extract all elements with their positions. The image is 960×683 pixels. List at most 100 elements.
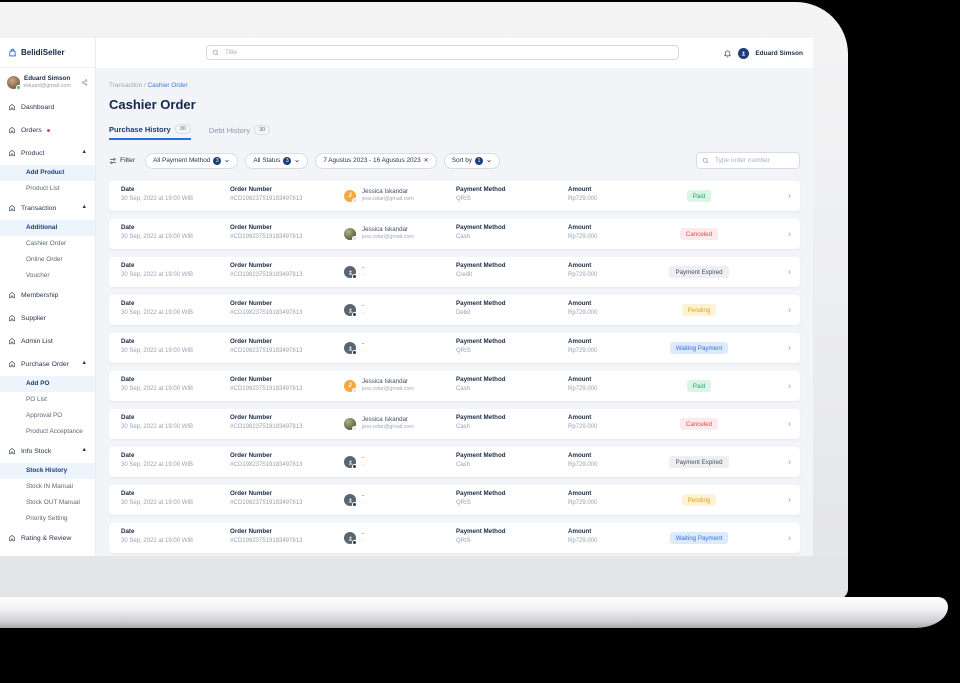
sort-by-chip[interactable]: Sort by 1 (443, 152, 500, 169)
amount-value: Rp729.000 (568, 538, 598, 545)
amount-label: Amount (568, 452, 592, 459)
sidebar-subitem[interactable]: Cashier Order (0, 236, 95, 252)
breadcrumb-parent[interactable]: Transaction (109, 82, 143, 89)
order-row[interactable]: Date 30 Sep, 2022 at 19:00 WIB Order Num… (109, 257, 800, 287)
chevron-right-icon[interactable]: › (788, 456, 791, 467)
order-row[interactable]: Date 30 Sep, 2022 at 19:00 WIB Order Num… (109, 333, 800, 363)
sidebar-subitem[interactable]: Add PO (0, 375, 95, 392)
sidebar-item[interactable]: Membership ▲ (0, 284, 95, 307)
status-badge: Waiting Payment (669, 342, 729, 354)
chevron-right-icon[interactable]: › (788, 342, 791, 353)
customer-name: Jessica Iskandar (362, 226, 409, 234)
sidebar-item[interactable]: Rating & Review ▲ (0, 527, 95, 550)
sidebar-subitem[interactable]: Voucher (0, 268, 95, 284)
sidebar-profile[interactable]: Eduard Simson eduard@gmail.com (0, 68, 95, 96)
order-row[interactable]: Date 30 Sep, 2022 at 19:00 WIB Order Num… (109, 219, 800, 249)
sidebar-item[interactable]: Product ▲ (0, 142, 95, 165)
brand-logo[interactable]: BelidiSeller (0, 38, 95, 68)
chevron-right-icon[interactable]: › (788, 418, 791, 429)
order-number-search-input[interactable] (713, 156, 794, 165)
page-content: Transaction / Cashier Order Cashier Orde… (96, 68, 813, 556)
chevron-right-icon[interactable]: › (788, 228, 791, 239)
sidebar-subitem[interactable]: Approval PO (0, 408, 95, 424)
order-row[interactable]: Date 30 Sep, 2022 at 19:00 WIB Order Num… (109, 409, 800, 439)
filter-sliders-icon (109, 157, 117, 165)
order-row[interactable]: Date 30 Sep, 2022 at 19:00 WIB Order Num… (109, 295, 800, 325)
person-icon (348, 270, 352, 275)
chevron-down-icon (486, 158, 492, 164)
customer-email: - (362, 500, 364, 507)
sidebar-subitem[interactable]: Online Order (0, 252, 95, 268)
sidebar-item[interactable]: Purchase Order ▲ (0, 353, 95, 376)
order-row[interactable]: Date 30 Sep, 2022 at 19:00 WIB Order Num… (109, 447, 800, 477)
filter-button[interactable]: Filter (109, 157, 135, 165)
payment-method-label: Payment Method (456, 224, 506, 231)
order-row[interactable]: Date 30 Sep, 2022 at 19:00 WIB Order Num… (109, 181, 800, 211)
topbar: Eduard Simson (96, 38, 813, 69)
status-badge: Payment Expired (669, 266, 729, 278)
order-row[interactable]: Date 30 Sep, 2022 at 19:00 WIB Order Num… (109, 523, 800, 553)
sidebar-subitem[interactable]: Stock History (0, 462, 95, 479)
chevron-right-icon[interactable]: › (788, 266, 791, 277)
shopping-bag-icon (8, 48, 17, 57)
sidebar-subitem[interactable]: Stock IN Manual (0, 479, 95, 495)
customer-email: jess.ndar@gmail.com (362, 424, 414, 431)
amount-label: Amount (568, 376, 592, 383)
person-icon (348, 460, 352, 465)
global-search[interactable] (206, 45, 679, 60)
date-label: Date (121, 186, 135, 193)
chevron-up-icon: ▲ (81, 204, 87, 211)
sidebar-item-label: Purchase Order (21, 360, 69, 368)
bell-icon[interactable] (723, 49, 732, 58)
date-range-filter-chip[interactable]: 7 Agustus 2023 - 16 Agustus 2023 ✕ (315, 152, 437, 169)
sidebar-subitem-label: Stock OUT Manual (26, 498, 80, 506)
sidebar-subitem[interactable]: Stock OUT Manual (0, 495, 95, 511)
chevron-right-icon[interactable]: › (788, 304, 791, 315)
customer-avatar: J (344, 190, 357, 203)
sidebar-item-label: Info Stock (21, 447, 52, 455)
customer-name: - (362, 340, 365, 348)
sidebar-subitem[interactable]: Priority Setting (0, 511, 95, 527)
sidebar-item[interactable]: Orders ▲ (0, 119, 95, 142)
breadcrumb: Transaction / Cashier Order (109, 82, 800, 89)
status-badge: Waiting Payment (669, 532, 729, 544)
sidebar-item[interactable]: Transaction ▲ (0, 197, 95, 220)
chip-count-badge: 1 (474, 156, 483, 165)
status-badge: Pending (681, 494, 717, 506)
date-value: 30 Sep, 2022 at 19:00 WIB (121, 500, 194, 507)
tab-purchase-history[interactable]: Purchase History 30 (109, 124, 191, 140)
tab-label: Debt History (208, 125, 251, 135)
order-number-label: Order Number (230, 338, 272, 345)
payment-method-filter-chip[interactable]: All Payment Method 3 (145, 152, 239, 169)
chevron-right-icon[interactable]: › (788, 532, 791, 543)
share-icon[interactable] (81, 79, 88, 86)
order-row[interactable]: Date 30 Sep, 2022 at 19:00 WIB Order Num… (109, 371, 800, 401)
sidebar-item[interactable]: Supplier ▲ (0, 307, 95, 330)
sidebar-subitem[interactable]: Product Acceptance (0, 424, 95, 440)
order-number-search[interactable] (696, 152, 800, 169)
payment-method-label: Payment Method (456, 490, 506, 497)
topbar-user-name[interactable]: Eduard Simson (755, 49, 803, 57)
customer-email: - (362, 272, 364, 279)
tab-debt-history[interactable]: Debt History 30 (208, 124, 271, 140)
order-row[interactable]: Date 30 Sep, 2022 at 19:00 WIB Order Num… (109, 485, 800, 515)
sidebar-subitem[interactable]: Product List (0, 181, 95, 197)
order-number-value: #CO198237519183497813 (230, 462, 303, 469)
sidebar-item[interactable]: Dashboard ▲ (0, 96, 95, 119)
breadcrumb-current: Cashier Order (147, 82, 188, 89)
date-value: 30 Sep, 2022 at 19:00 WIB (121, 196, 194, 203)
sidebar-subitem[interactable]: Add Product (0, 164, 95, 181)
chevron-right-icon[interactable]: › (788, 380, 791, 391)
user-avatar-icon[interactable] (738, 47, 750, 59)
chevron-right-icon[interactable]: › (788, 190, 791, 201)
close-icon[interactable]: ✕ (423, 158, 429, 164)
amount-value: Rp729.000 (568, 234, 598, 241)
sidebar-subitem[interactable]: Additional (0, 219, 95, 236)
chevron-right-icon[interactable]: › (788, 494, 791, 505)
sidebar-item[interactable]: Info Stock ▲ (0, 440, 95, 463)
sidebar-item[interactable]: Admin List ▲ (0, 330, 95, 353)
status-filter-chip[interactable]: All Status 3 (245, 152, 309, 169)
sidebar-subitem[interactable]: PO List (0, 392, 95, 408)
global-search-input[interactable] (223, 48, 673, 57)
tab-count-badge: 30 (254, 125, 271, 135)
